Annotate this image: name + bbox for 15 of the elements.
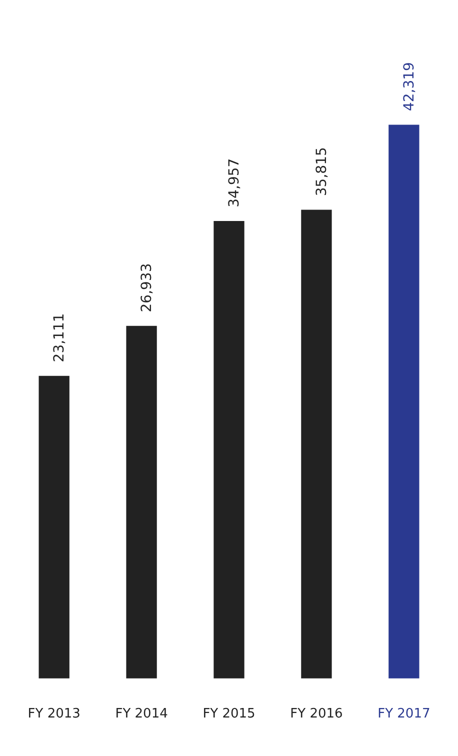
bar <box>301 210 332 678</box>
data-label: 23,111 <box>52 313 68 362</box>
bar <box>126 326 157 678</box>
x-tick-label: FY 2013 <box>28 706 80 722</box>
x-tick-label: FY 2016 <box>290 706 343 722</box>
data-label: 35,815 <box>314 147 330 196</box>
bar <box>214 220 244 678</box>
x-tick-label: FY 2014 <box>115 706 168 722</box>
data-label: 42,319 <box>402 62 418 112</box>
x-tick-label: FY 2017 <box>378 706 430 722</box>
bar <box>38 376 70 678</box>
data-label: 34,957 <box>226 158 243 208</box>
x-tick-label: FY 2015 <box>202 706 256 722</box>
data-label: 26,933 <box>139 263 156 312</box>
bar <box>388 124 420 678</box>
